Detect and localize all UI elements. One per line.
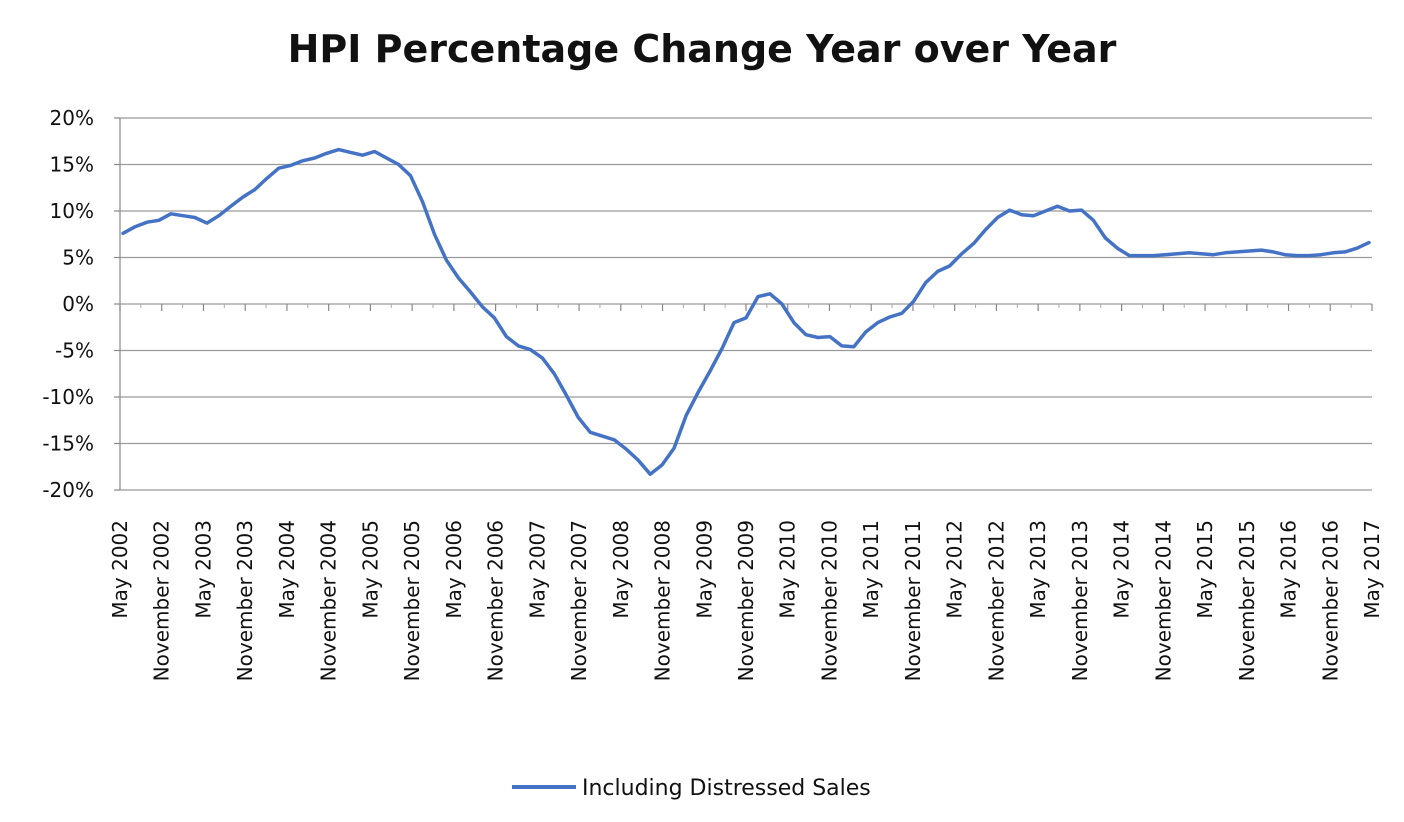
- x-tick-label: May 2007: [525, 520, 549, 619]
- y-tick-label: -20%: [42, 478, 94, 502]
- chart-title: HPI Percentage Change Year over Year: [288, 27, 1117, 71]
- y-tick-label: -10%: [42, 385, 94, 409]
- x-tick-label: November 2011: [901, 520, 925, 681]
- x-tick-label: November 2006: [484, 520, 508, 681]
- x-tick-label: May 2015: [1193, 520, 1217, 619]
- x-tick-label: November 2016: [1318, 520, 1342, 681]
- y-axis-ticks: 20% 15% 10% 5% 0% -5% -10% -15% -20%: [42, 106, 94, 502]
- x-tick-label: November 2007: [567, 520, 591, 681]
- x-tick-label: May 2002: [108, 520, 132, 619]
- y-tick-label: -15%: [42, 432, 94, 456]
- legend-label: Including Distressed Sales: [582, 776, 871, 801]
- x-tick-label: November 2013: [1068, 520, 1092, 681]
- x-tick-label: May 2012: [943, 520, 967, 619]
- grid-lines: [114, 117, 1373, 491]
- y-tick-label: 0%: [62, 292, 94, 316]
- x-tick-label: November 2009: [734, 520, 758, 681]
- x-tick-label: November 2002: [150, 520, 174, 681]
- x-tick-label: November 2012: [984, 520, 1008, 681]
- x-tick-label: May 2008: [609, 520, 633, 619]
- y-tick-label: 15%: [50, 153, 94, 177]
- x-tick-label: May 2006: [442, 520, 466, 619]
- x-tick-label: May 2014: [1110, 520, 1134, 619]
- x-tick-label: November 2003: [233, 520, 257, 681]
- x-tick-label: November 2014: [1151, 520, 1175, 681]
- x-tick-label: May 2017: [1360, 520, 1384, 619]
- y-tick-label: -5%: [55, 339, 94, 363]
- x-tick-label: May 2005: [358, 520, 382, 619]
- x-tick-label: May 2016: [1277, 520, 1301, 619]
- x-tick-label: May 2010: [776, 520, 800, 619]
- x-axis-ticks: May 2002 November 2002 May 2003 November 20…: [108, 520, 1384, 681]
- y-tick-label: 5%: [62, 246, 94, 270]
- y-tick-label: 10%: [50, 199, 94, 223]
- x-tick-label: May 2004: [275, 520, 299, 619]
- x-tick-label: November 2004: [317, 520, 341, 681]
- x-tick-label: November 2015: [1235, 520, 1259, 681]
- x-tick-label: November 2010: [817, 520, 841, 681]
- x-tick-label: May 2003: [191, 520, 215, 619]
- x-tick-label: May 2009: [692, 520, 716, 619]
- x-tick-label: May 2013: [1026, 520, 1050, 619]
- x-tick-label: November 2005: [400, 520, 424, 681]
- series-line: [121, 147, 1371, 476]
- y-tick-label: 20%: [50, 106, 94, 130]
- x-tick-label: November 2008: [651, 520, 675, 681]
- legend: Including Distressed Sales: [512, 776, 871, 801]
- x-tick-label: May 2011: [859, 520, 883, 619]
- series-lines: [121, 147, 1371, 476]
